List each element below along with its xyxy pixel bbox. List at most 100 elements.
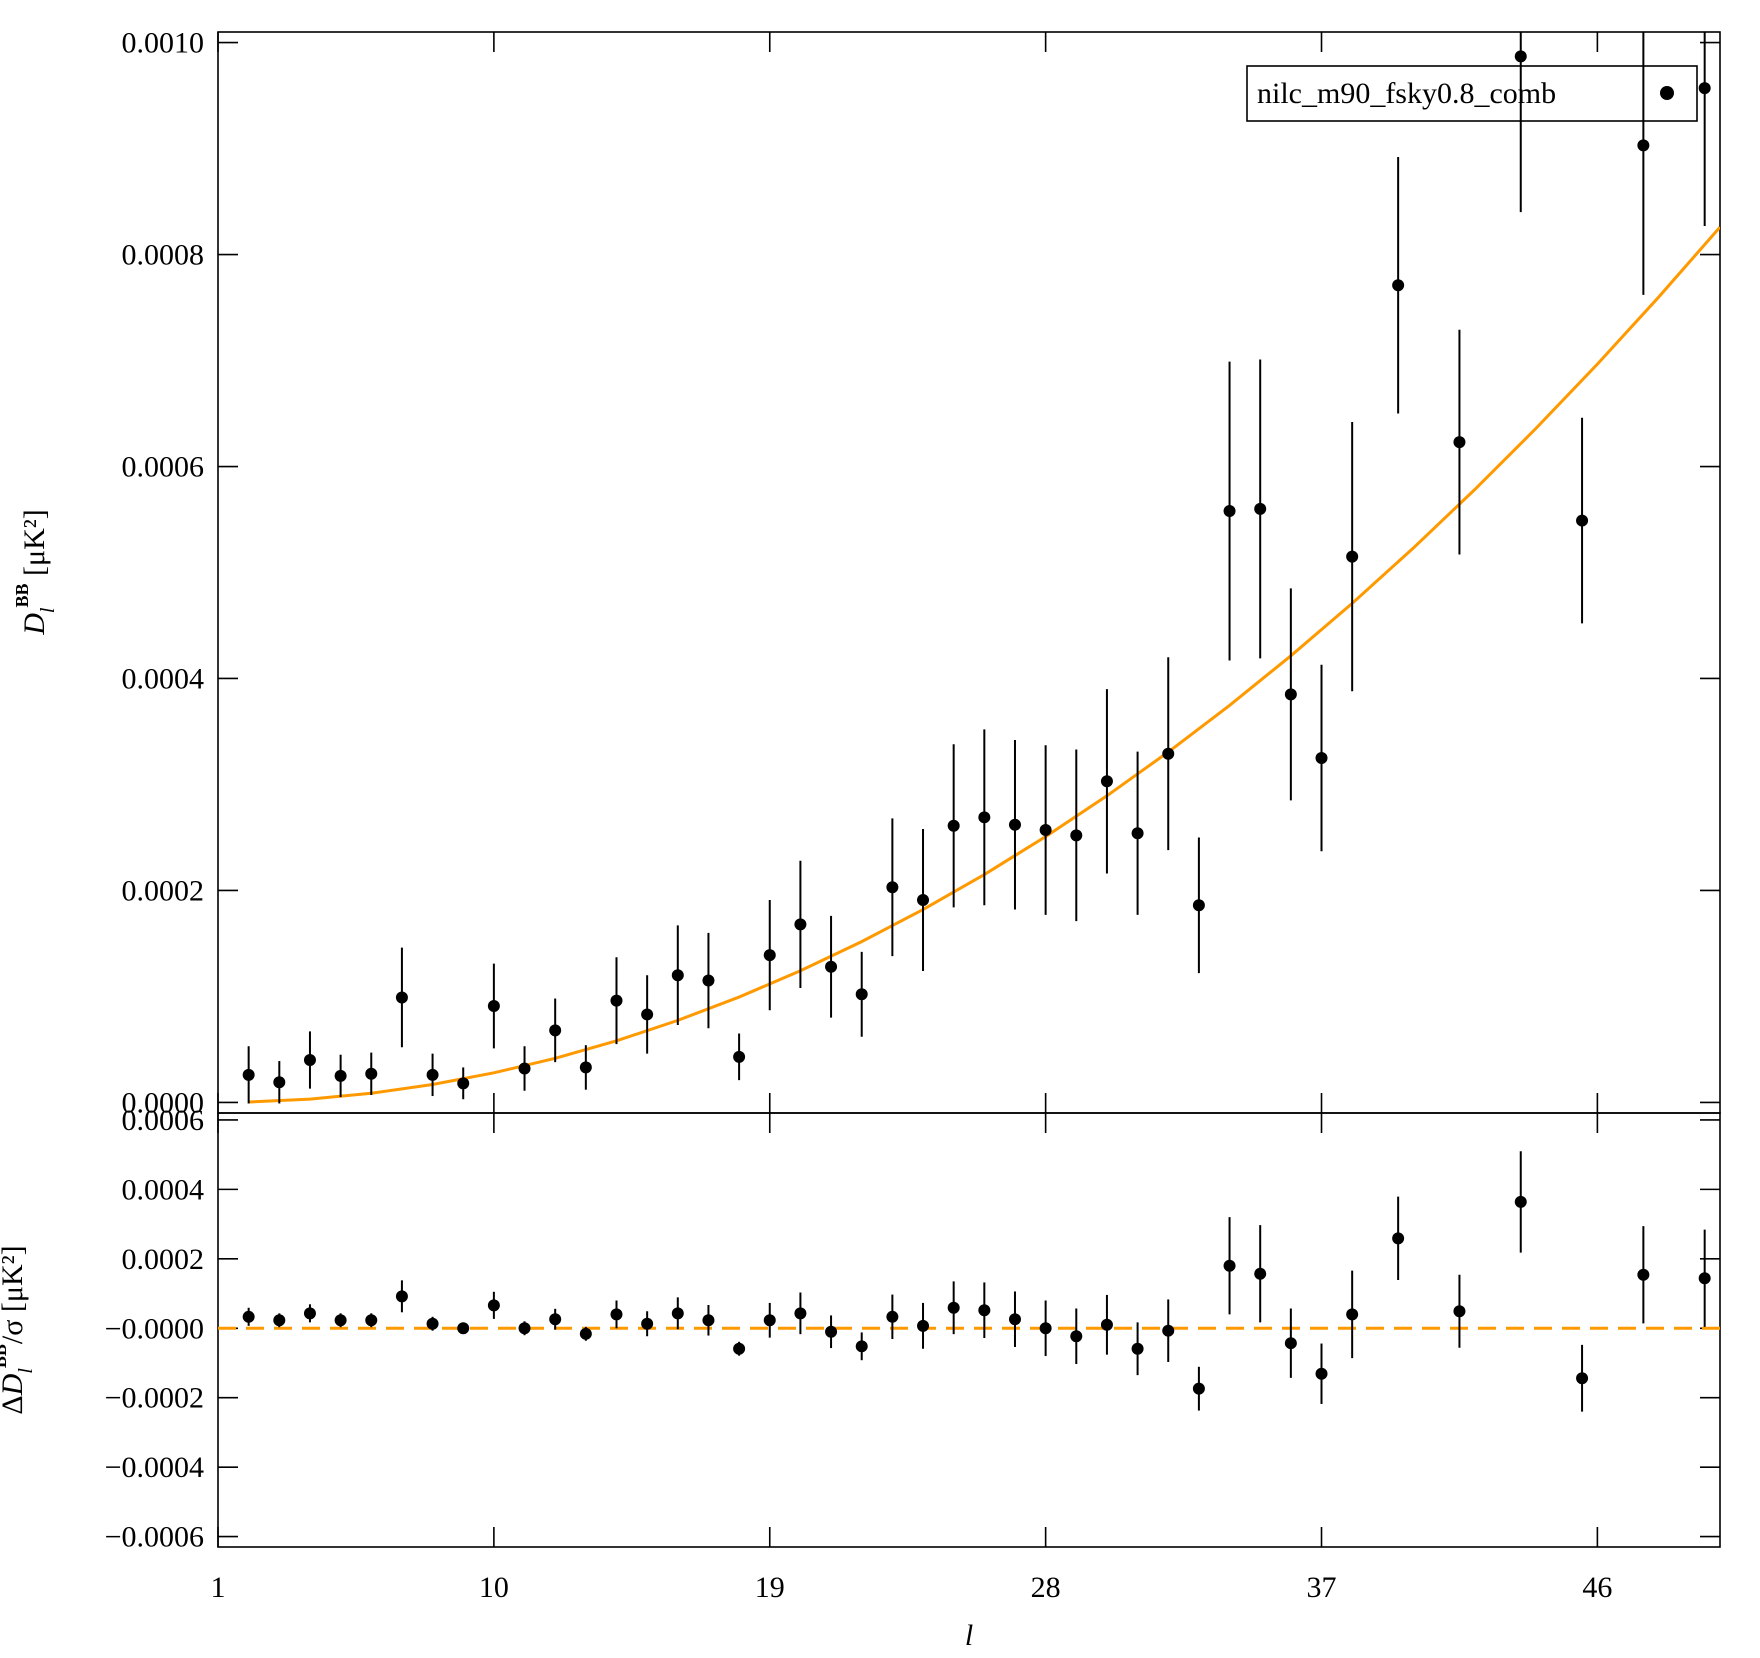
data-point <box>886 1310 899 1323</box>
data-point <box>487 1299 500 1312</box>
data-point <box>1162 1324 1175 1337</box>
data-point <box>365 1067 378 1080</box>
data-point <box>273 1314 286 1327</box>
data-point <box>518 1062 531 1075</box>
data-point <box>947 819 960 832</box>
data-point <box>1070 1330 1083 1343</box>
y-tick-label: 0.0010 <box>122 27 205 60</box>
data-point <box>1698 82 1711 95</box>
data-point <box>1284 1337 1297 1350</box>
data-point <box>457 1077 470 1090</box>
data-point <box>487 999 500 1012</box>
data-point <box>1637 1268 1650 1281</box>
data-point <box>1131 827 1144 840</box>
model-curve <box>248 226 1720 1104</box>
data-point <box>671 969 684 982</box>
data-point <box>1284 688 1297 701</box>
label-sub: l <box>15 1368 37 1374</box>
data-point <box>395 1290 408 1303</box>
bottom-panel-frame <box>217 1112 1721 1548</box>
data-point <box>242 1310 255 1323</box>
label-pre: Δ <box>0 1395 29 1414</box>
data-point <box>610 994 623 1007</box>
data-point <box>1453 1305 1466 1318</box>
data-point <box>641 1008 654 1021</box>
data-point <box>886 881 899 894</box>
data-point <box>457 1322 470 1335</box>
y-tick-label: 0.0006 <box>122 451 205 484</box>
data-point <box>1392 1232 1405 1245</box>
data-point <box>794 918 807 931</box>
data-point <box>1315 751 1328 764</box>
data-point <box>426 1317 439 1330</box>
y-tick-label: 0.0000 <box>122 1086 205 1119</box>
data-point <box>917 893 930 906</box>
data-point <box>1008 818 1021 831</box>
data-point <box>1392 279 1405 292</box>
label-sub: l <box>37 607 59 613</box>
data-point <box>855 1340 868 1353</box>
y-tick-label: 0.0004 <box>122 662 205 695</box>
data-point <box>1223 1259 1236 1272</box>
data-point <box>549 1024 562 1037</box>
data-point <box>1453 436 1466 449</box>
data-point <box>1223 505 1236 518</box>
x-tick-label: 10 <box>479 1571 509 1604</box>
data-point <box>1514 50 1527 63</box>
label-sup: BB <box>0 1344 10 1368</box>
data-point <box>1162 747 1175 760</box>
data-point <box>825 960 838 973</box>
label-unit: [μK²] <box>18 509 51 583</box>
y-tick-label: 0.0006 <box>122 1104 205 1137</box>
data-point <box>1039 824 1052 837</box>
y-tick-label: 0.0004 <box>122 1173 205 1206</box>
data-point <box>579 1061 592 1074</box>
data-point <box>1514 1195 1527 1208</box>
data-point <box>426 1068 439 1081</box>
top-y-axis-label: Dl BB [μK²] <box>12 509 59 635</box>
data-point <box>1698 1272 1711 1285</box>
x-axis-label: l <box>965 1619 973 1652</box>
legend-label: nilc_m90_fsky0.8_comb <box>1257 77 1556 110</box>
data-point <box>794 1307 807 1320</box>
data-point <box>855 988 868 1001</box>
data-point <box>1070 829 1083 842</box>
data-point <box>334 1069 347 1082</box>
data-point <box>395 991 408 1004</box>
data-point <box>641 1317 654 1330</box>
data-point <box>702 1314 715 1327</box>
label-main: D <box>0 1373 29 1396</box>
data-point <box>1254 502 1267 515</box>
data-point <box>733 1342 746 1355</box>
data-point <box>1346 550 1359 563</box>
plot-area <box>242 32 1720 1104</box>
data-point <box>1346 1308 1359 1321</box>
data-point <box>303 1307 316 1320</box>
data-point <box>273 1076 286 1089</box>
legend-marker <box>1660 86 1674 100</box>
data-point <box>303 1054 316 1067</box>
data-point <box>1192 899 1205 912</box>
data-point <box>947 1301 960 1314</box>
data-point <box>1576 1372 1589 1385</box>
y-tick-label: −0.0006 <box>105 1521 204 1554</box>
label-unit: /σ [μK²] <box>0 1245 29 1344</box>
data-point <box>1254 1267 1267 1280</box>
data-point <box>1100 1318 1113 1331</box>
bottom-y-axis-label: ΔDl BB/σ [μK²] <box>0 1245 37 1414</box>
y-tick-label: 0.0008 <box>122 239 205 272</box>
data-point <box>702 974 715 987</box>
data-point <box>518 1322 531 1335</box>
y-tick-label: −0.0004 <box>105 1451 204 1484</box>
data-point <box>917 1319 930 1332</box>
data-point <box>1315 1367 1328 1380</box>
data-point <box>242 1068 255 1081</box>
y-tick-label: 0.0002 <box>122 1243 205 1276</box>
plot-area <box>218 1151 1720 1412</box>
data-point <box>1039 1322 1052 1335</box>
data-point <box>365 1314 378 1327</box>
data-point <box>1576 514 1589 527</box>
data-point <box>1100 775 1113 788</box>
label-main: D <box>18 613 51 636</box>
